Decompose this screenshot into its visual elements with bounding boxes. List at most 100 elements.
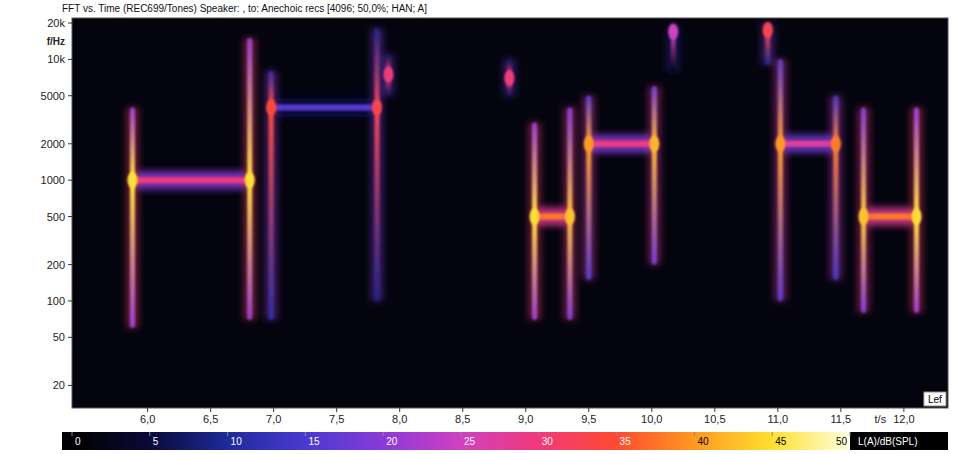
transient-peak xyxy=(565,209,575,225)
transient-peak xyxy=(266,99,276,115)
colorbar-tick-label: 20 xyxy=(386,436,398,447)
x-tick-label: 9,0 xyxy=(518,413,533,425)
transient-glow xyxy=(265,71,277,320)
x-tick xyxy=(840,408,841,412)
colorbar-tick xyxy=(305,432,306,436)
colorbar-tick-label: 15 xyxy=(308,436,320,447)
channel-label: Lef xyxy=(928,394,942,405)
x-tick xyxy=(903,408,904,412)
x-tick xyxy=(336,408,337,412)
tone xyxy=(780,141,835,147)
transient-glow xyxy=(762,23,774,65)
tone xyxy=(134,177,249,183)
colorbar xyxy=(72,432,850,450)
transient xyxy=(652,86,657,264)
transient xyxy=(586,96,591,280)
y-tick-label: 200 xyxy=(47,259,65,271)
marks xyxy=(127,22,923,328)
y-tick xyxy=(68,59,72,60)
transient-glow xyxy=(371,29,383,301)
transient-glow xyxy=(529,123,541,320)
channel-box: Lef xyxy=(924,392,946,406)
transient-glow xyxy=(583,96,595,280)
transient-peak xyxy=(859,209,869,225)
colorbar-tick xyxy=(227,432,228,436)
transient-glow xyxy=(127,107,139,327)
colorbar-tick xyxy=(850,432,851,436)
transient-peak xyxy=(372,99,382,115)
colorbar-title: L(A)/dB(SPL) xyxy=(858,436,917,447)
chart-title: FFT vs. Time (REC699/Tones) Speaker: , t… xyxy=(62,3,427,14)
x-tick xyxy=(210,408,211,412)
colorbar-tick-label: 10 xyxy=(231,436,243,447)
colorbar-tick xyxy=(149,432,150,436)
x-tick-label: 8,0 xyxy=(392,413,407,425)
transient-glow xyxy=(858,107,870,312)
tone-glow xyxy=(780,135,835,153)
x-tick-label: 11,0 xyxy=(768,413,789,425)
transient-peak xyxy=(245,172,255,188)
x-tick xyxy=(462,408,463,412)
y-tick-label: 1000 xyxy=(41,174,65,186)
colorbar-tick-label: 30 xyxy=(542,436,554,447)
colorbar-tick-label: 45 xyxy=(775,436,787,447)
transient-glow xyxy=(564,107,576,319)
transient xyxy=(778,59,783,301)
colorbar-tick xyxy=(616,432,617,436)
x-tick xyxy=(273,408,274,412)
y-tick-label: 100 xyxy=(47,295,65,307)
channel-box-bg xyxy=(924,392,946,406)
transient-peak xyxy=(911,209,921,225)
transient-peak xyxy=(668,24,678,40)
x-tick-label: 12,0 xyxy=(893,413,914,425)
y-tick xyxy=(68,337,72,338)
colorbar-tick xyxy=(772,432,773,436)
colorbar-tick xyxy=(538,432,539,436)
transient-glow xyxy=(830,96,842,280)
colorbar-tick-label: 5 xyxy=(153,436,159,447)
tone xyxy=(589,141,655,147)
y-tick xyxy=(68,216,72,217)
x-tick xyxy=(777,408,778,412)
x-tick-label: 7,0 xyxy=(266,413,281,425)
transient-peak xyxy=(649,136,659,152)
transient-peak xyxy=(831,136,841,152)
x-tick-label: 6,5 xyxy=(203,413,218,425)
transient xyxy=(130,107,135,327)
spectrogram-chart: FFT vs. Time (REC699/Tones) Speaker: , t… xyxy=(0,0,953,454)
transient-glow xyxy=(244,38,256,320)
transient-peak xyxy=(128,172,138,188)
transient-glow xyxy=(382,54,394,95)
colorbar-tick xyxy=(694,432,695,436)
y-tick xyxy=(68,385,72,386)
colorbar-tick-label: 40 xyxy=(697,436,709,447)
y-tick xyxy=(68,300,72,301)
transient-peak xyxy=(383,66,393,82)
y-tick-label: 20k xyxy=(47,17,65,29)
y-tick xyxy=(68,23,72,24)
x-tick-label: 10,0 xyxy=(641,413,662,425)
colorbar-tick xyxy=(72,432,73,436)
tone-glow xyxy=(864,208,917,226)
x-tick xyxy=(147,408,148,412)
x-tick xyxy=(525,408,526,412)
colorbar-tick-label: 25 xyxy=(464,436,476,447)
x-tick xyxy=(651,408,652,412)
x-tick-label: 6,0 xyxy=(140,413,155,425)
y-tick-label: 500 xyxy=(47,211,65,223)
plot-frame xyxy=(72,18,948,408)
y-tick-label: 10k xyxy=(47,53,65,65)
transient xyxy=(833,96,838,280)
x-tick-label: 9,5 xyxy=(581,413,596,425)
tone xyxy=(864,214,917,220)
y-tick-label: 5000 xyxy=(41,90,65,102)
tone-glow xyxy=(134,171,249,189)
y-tick xyxy=(68,180,72,181)
y-tick xyxy=(68,95,72,96)
x-tick-label: 8,5 xyxy=(455,413,470,425)
x-tick xyxy=(588,408,589,412)
transient-glow xyxy=(774,59,786,301)
plot-background xyxy=(72,18,948,408)
colorbar-tick xyxy=(383,432,384,436)
transient-peak xyxy=(763,22,773,38)
